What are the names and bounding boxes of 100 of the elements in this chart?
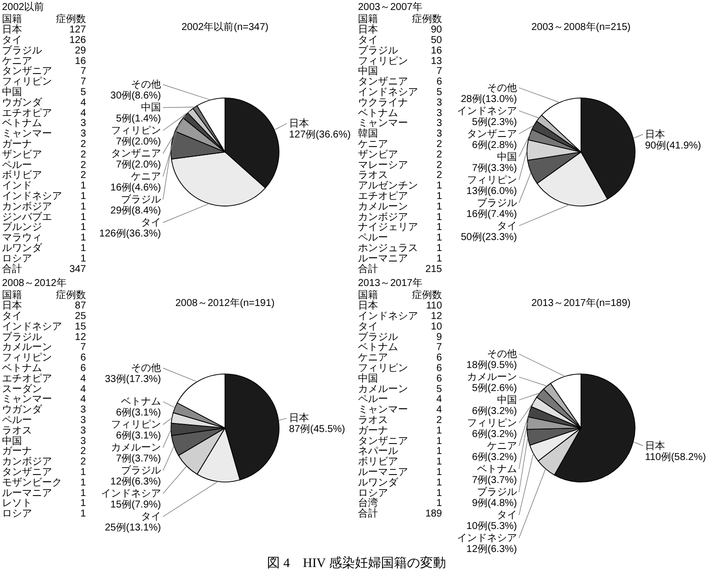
- data-label: 3: [436, 128, 442, 140]
- slice-label: ブラジル: [121, 464, 161, 477]
- category-label: インドネシア: [2, 321, 62, 332]
- slice-label: その他: [487, 348, 517, 360]
- slice-label: タンザニア: [467, 128, 517, 140]
- slice-label: タンザニア: [111, 148, 161, 160]
- category-label: ブラジル: [358, 44, 398, 56]
- category-label: ミャンマー: [2, 128, 52, 140]
- data-label: 1: [80, 222, 86, 234]
- data-label: 3: [436, 97, 442, 108]
- data-label: 7例(2.0%): [116, 136, 161, 148]
- category-label: ミャンマー: [358, 118, 408, 130]
- data-label: 1: [436, 191, 442, 202]
- category-label: マレーシア: [358, 160, 408, 171]
- data-label: 127例(36.6%): [289, 129, 351, 140]
- category-label: タンザニア: [2, 466, 52, 478]
- data-label: 16: [74, 56, 86, 67]
- slice-label: 日本: [289, 412, 309, 424]
- data-label: 1: [436, 436, 442, 447]
- slice-label: タイ: [141, 218, 161, 229]
- slice-label: 日本: [645, 128, 665, 140]
- category-label: モザンビーク: [2, 477, 62, 488]
- category-label: ペルー: [358, 232, 388, 244]
- slice-label: タイ: [141, 512, 161, 523]
- data-label: 1: [436, 456, 442, 468]
- data-label: 6例(3.2%): [472, 406, 517, 417]
- data-label: 1: [436, 425, 442, 436]
- data-label: 2: [436, 139, 442, 150]
- category-label: カメルーン: [358, 201, 408, 212]
- category-label: カンボジア: [2, 201, 52, 212]
- slice-label: フィリピン: [467, 174, 517, 186]
- slice-label: フィリピン: [111, 126, 161, 137]
- text: 2002以前: [2, 1, 44, 13]
- category-label: ロシア: [2, 508, 32, 520]
- category-label: ウクライナ: [358, 97, 408, 108]
- slice-label: その他: [131, 362, 161, 374]
- data-label: 2: [80, 170, 86, 182]
- data-label: 3: [80, 128, 86, 140]
- category-label: 日本: [358, 300, 378, 312]
- category-label: エチオピア: [2, 373, 52, 384]
- data-label: 1: [436, 222, 442, 234]
- category-label: ペルー: [2, 415, 32, 426]
- data-label: 126例(36.3%): [99, 228, 161, 240]
- data-label: 6: [80, 352, 86, 364]
- data-label: 90例(41.9%): [645, 140, 702, 152]
- category-label: ロシア: [358, 488, 388, 499]
- chart-title: 2013～2017年(n=189): [531, 297, 631, 309]
- category-label: タイ: [2, 311, 22, 322]
- data-label: 10例(5.3%): [466, 521, 517, 532]
- data-label: 3: [80, 415, 86, 426]
- data-label: 7: [436, 342, 442, 354]
- category-label: ガーナ: [2, 139, 32, 150]
- data-label: 6: [436, 76, 442, 88]
- data-label: 90: [430, 24, 442, 36]
- category-label: ザンビア: [358, 149, 398, 160]
- category-label: エチオピア: [358, 191, 408, 202]
- category-label: ペルー: [2, 160, 32, 171]
- data-label: 110: [426, 300, 442, 312]
- slice-label: ケニア: [131, 172, 161, 183]
- data-label: 2: [80, 160, 86, 171]
- data-label: 1: [436, 477, 442, 488]
- data-label: 6: [436, 373, 442, 384]
- data-label: 215: [425, 264, 442, 275]
- category-label: 中国: [358, 65, 378, 78]
- category-label: 合計: [358, 508, 378, 520]
- category-label: 日本: [2, 300, 22, 312]
- category-label: タイ: [2, 35, 22, 46]
- category-label: 中国: [2, 434, 22, 447]
- category-label: ブルンジ: [2, 221, 42, 234]
- slice-label: インドネシア: [457, 106, 517, 117]
- data-label: 3: [80, 118, 86, 130]
- data-label: 1: [80, 488, 86, 499]
- slice-label: 日本: [289, 117, 309, 130]
- category-label: ホンジュラス: [358, 243, 418, 254]
- category-label: 台湾: [358, 497, 378, 510]
- chart-title: 2002年以前(n=347): [182, 21, 268, 33]
- category-label: タイ: [358, 321, 378, 332]
- chart-title: 2008～2012年(n=191): [175, 297, 275, 309]
- category-label: ベトナム: [2, 363, 42, 374]
- data-label: 4: [80, 384, 86, 395]
- data-label: 6例(3.2%): [472, 452, 517, 463]
- data-label: 3: [80, 436, 86, 447]
- data-label: 4: [80, 97, 86, 108]
- data-label: 3: [436, 118, 442, 130]
- text: 症例数: [412, 289, 442, 302]
- text: 症例数: [56, 289, 86, 302]
- data-label: 1: [80, 498, 86, 510]
- data-label: 6例(2.8%): [472, 140, 517, 151]
- category-label: ボリビア: [2, 170, 42, 182]
- data-label: 1: [436, 466, 442, 478]
- data-label: 2: [80, 149, 86, 160]
- data-label: 1: [436, 232, 442, 244]
- category-label: ルワンダ: [358, 476, 399, 488]
- slice-label: フィリピン: [467, 418, 517, 429]
- chart-title: 2003～2008年(n=215): [531, 21, 631, 33]
- text: 国籍: [358, 13, 378, 26]
- slice-label: その他: [131, 78, 161, 91]
- category-label: フィリピン: [358, 363, 408, 374]
- category-label: 韓国: [358, 128, 378, 140]
- data-label: 6例(3.2%): [472, 429, 517, 440]
